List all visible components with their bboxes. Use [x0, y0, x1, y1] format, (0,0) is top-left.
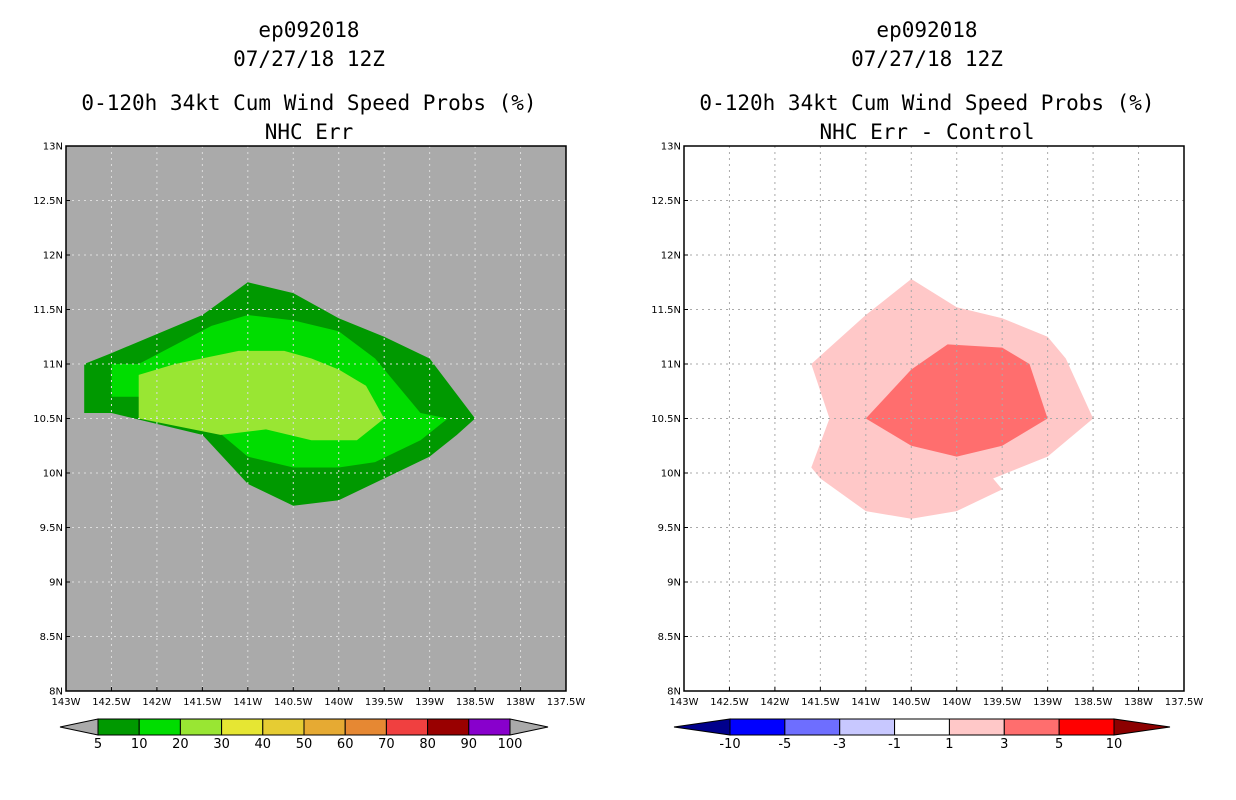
y-tick-label: 8N	[667, 687, 681, 698]
legend-swatch	[468, 718, 511, 736]
legend-swatch	[948, 718, 1005, 736]
legend-label: 1	[945, 737, 953, 752]
legend-label: 50	[296, 737, 313, 752]
y-tick-label: 13N	[43, 142, 63, 153]
legend-swatch	[784, 718, 841, 736]
legend-arrow-high	[1113, 718, 1171, 736]
legend-swatch	[221, 718, 264, 736]
right-product-title: 0-120h 34kt Cum Wind Speed Probs (%)	[699, 91, 1155, 115]
x-tick-label: 139.5W	[365, 697, 404, 708]
legend-swatch	[303, 718, 346, 736]
left-probability-map: 143W 142.5W 142W 141.5W 141W 140.5W 140W 139.5W…	[33, 142, 586, 753]
x-tick-label: 143W	[670, 697, 699, 708]
x-tick-label: 140W	[324, 697, 353, 708]
legend-label: 80	[419, 737, 436, 752]
legend-swatch	[97, 718, 140, 736]
y-tick-label: 12.5N	[33, 196, 63, 207]
x-tick-label: 138W	[1124, 697, 1153, 708]
y-tick-label: 8N	[49, 687, 63, 698]
y-tick-label: 10.5N	[33, 414, 63, 425]
x-tick-label: 142.5W	[710, 697, 749, 708]
y-tick-label: 12N	[43, 251, 63, 262]
x-tick-label: 137.5W	[1165, 697, 1204, 708]
x-tick-label: 142.5W	[92, 697, 131, 708]
x-tick-label: 139W	[415, 697, 444, 708]
y-tick-label: 8.5N	[658, 632, 681, 643]
y-tick-label: 10.5N	[651, 414, 681, 425]
x-tick-label: 140.5W	[892, 697, 931, 708]
legend-swatch	[729, 718, 786, 736]
y-tick-label: 13N	[661, 142, 681, 153]
y-tick-label: 12N	[661, 251, 681, 262]
legend-label: 70	[378, 737, 395, 752]
x-tick-label: 139.5W	[983, 697, 1022, 708]
legend-label: 5	[1055, 737, 1063, 752]
x-tick-label: 141.5W	[801, 697, 840, 708]
y-tick-label: 9N	[49, 578, 63, 589]
right-datetime: 07/27/18 12Z	[851, 47, 1003, 71]
legend-arrow-low	[59, 718, 99, 736]
y-tick-label: 9N	[667, 578, 681, 589]
legend-label: 10	[131, 737, 148, 752]
left-datetime: 07/27/18 12Z	[233, 47, 385, 71]
right-subtitle: NHC Err - Control	[819, 120, 1035, 144]
right-difference-map: 143W 142.5W 142W 141.5W 141W 140.5W 140W 139.5W…	[651, 142, 1204, 753]
x-tick-label: 138.5W	[456, 697, 495, 708]
y-tick-label: 11.5N	[33, 305, 63, 316]
x-tick-label: 141W	[851, 697, 880, 708]
legend-swatch	[1058, 718, 1115, 736]
left-subtitle: NHC Err	[264, 120, 354, 144]
legend-label: -3	[833, 737, 846, 752]
legend-swatch	[385, 718, 429, 736]
y-tick-label: 8.5N	[40, 632, 63, 643]
x-tick-label: 139W	[1033, 697, 1062, 708]
x-tick-label: 143W	[52, 697, 81, 708]
legend-label: 5	[94, 737, 102, 752]
legend-label: 10	[1106, 737, 1123, 752]
legend-label: 100	[498, 737, 523, 752]
left-product-title: 0-120h 34kt Cum Wind Speed Probs (%)	[81, 91, 537, 115]
legend-swatch	[138, 718, 181, 736]
legend-label: 3	[1000, 737, 1008, 752]
left-panel: ep092018 07/27/18 12Z 0-120h 34kt Cum Wi…	[33, 18, 586, 753]
legend-label: 40	[255, 737, 272, 752]
legend-swatch	[1003, 718, 1060, 736]
legend-label: -5	[778, 737, 791, 752]
x-tick-label: 141.5W	[183, 697, 222, 708]
legend-label: 30	[213, 737, 230, 752]
y-tick-label: 10N	[43, 469, 63, 480]
legend-label: -1	[888, 737, 901, 752]
left-storm-id: ep092018	[258, 18, 360, 42]
right-panel: ep092018 07/27/18 12Z 0-120h 34kt Cum Wi…	[618, 0, 1236, 800]
y-tick-label: 12.5N	[651, 196, 681, 207]
x-tick-label: 141W	[233, 697, 262, 708]
y-tick-label: 9.5N	[658, 523, 681, 534]
legend-swatch	[427, 718, 470, 736]
y-tick-label: 9.5N	[40, 523, 63, 534]
legend-swatch	[344, 718, 387, 736]
x-tick-label: 142W	[142, 697, 171, 708]
legend-arrow-low	[673, 718, 731, 736]
legend-swatch	[894, 718, 950, 736]
legend-arrow-high	[509, 718, 549, 736]
legend-swatch	[179, 718, 223, 736]
x-tick-label: 142W	[760, 697, 789, 708]
x-tick-label: 138W	[506, 697, 535, 708]
legend-label: -10	[719, 737, 740, 752]
x-tick-label: 138.5W	[1074, 697, 1113, 708]
legend-label: 60	[337, 737, 354, 752]
legend-label: 90	[461, 737, 478, 752]
y-tick-label: 10N	[661, 469, 681, 480]
y-tick-label: 11.5N	[651, 305, 681, 316]
legend-label: 20	[172, 737, 189, 752]
y-tick-label: 11N	[661, 360, 681, 371]
legend-swatch	[262, 718, 305, 736]
legend-swatch	[839, 718, 896, 736]
x-tick-label: 140.5W	[274, 697, 313, 708]
y-tick-label: 11N	[43, 360, 63, 371]
x-tick-label: 137.5W	[547, 697, 586, 708]
contour-20-30	[138, 350, 385, 441]
x-tick-label: 140W	[942, 697, 971, 708]
right-storm-id: ep092018	[876, 18, 978, 42]
